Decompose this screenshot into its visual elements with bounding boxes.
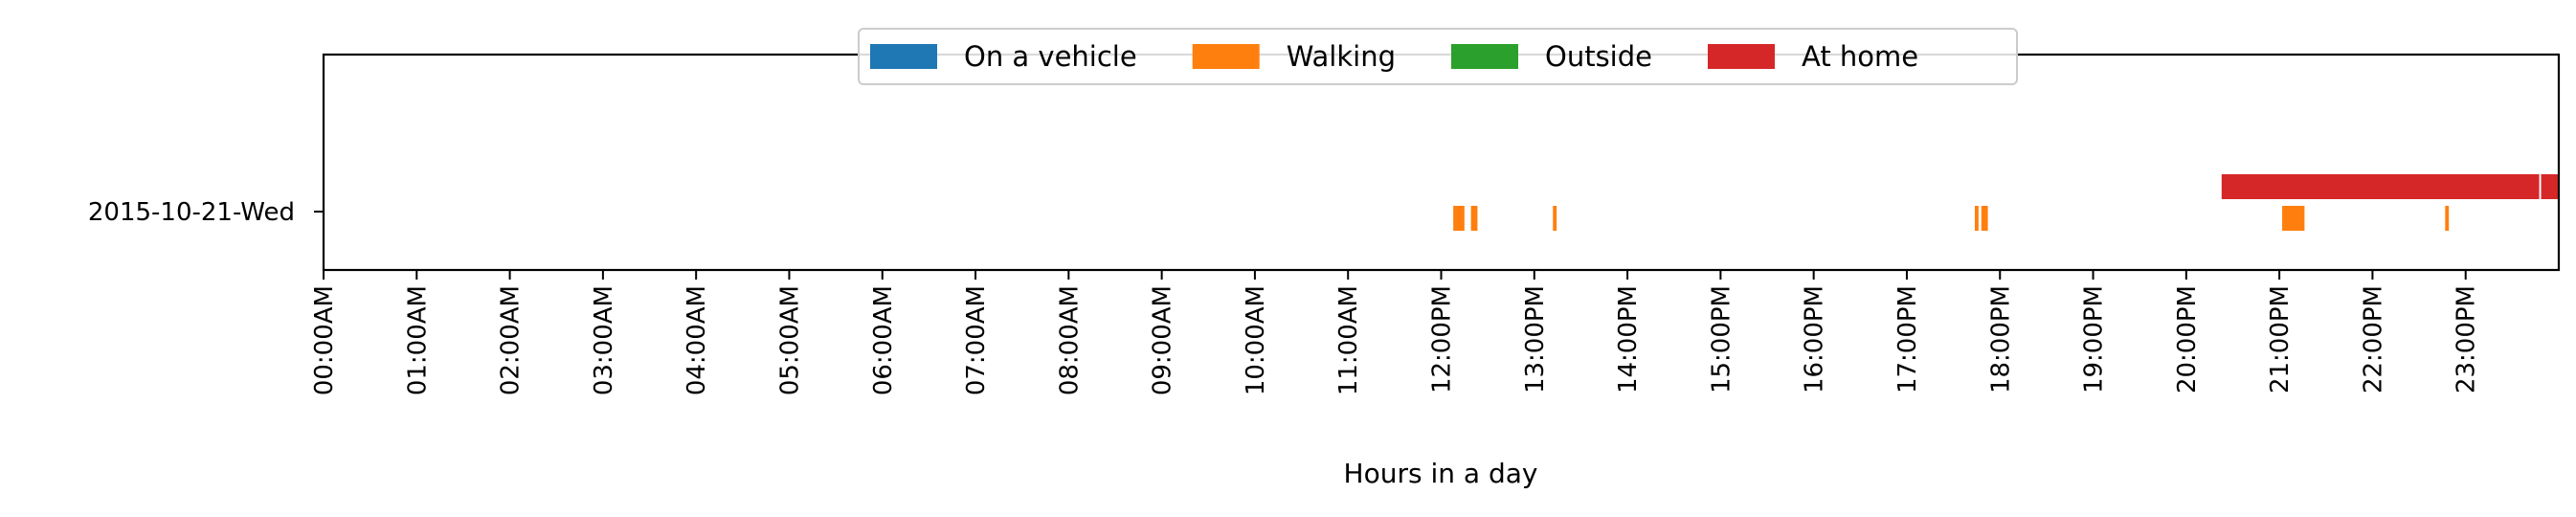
legend-swatch-0 [870,44,937,69]
interval-bar-walking-2 [1553,206,1557,231]
x-tick-label-21: 21:00PM [2266,285,2295,393]
interval-bar-walking-3 [1974,206,1979,231]
x-tick-label-14: 14:00PM [1614,285,1643,393]
legend-label-0: On a vehicle [964,40,1137,73]
x-tick-label-9: 09:00AM [1149,285,1177,395]
x-tick-label-8: 08:00AM [1055,285,1084,395]
interval-bar-at-home-1 [2541,174,2559,199]
x-tick-label-23: 23:00PM [2453,285,2481,393]
x-tick-label-12: 12:00PM [1428,285,1457,393]
interval-bar-at-home-0 [2221,174,2540,199]
x-tick-label-18: 18:00PM [1986,285,2015,393]
x-tick-label-6: 06:00AM [869,285,898,395]
x-tick-label-10: 10:00AM [1242,285,1270,395]
x-tick-label-22: 22:00PM [2359,285,2387,393]
x-tick-label-13: 13:00PM [1521,285,1550,393]
x-tick-label-7: 07:00AM [962,285,991,395]
interval-bar-walking-4 [1981,206,1988,231]
legend-label-2: Outside [1545,40,1652,73]
legend-box [858,28,2018,85]
x-tick-label-20: 20:00PM [2173,285,2202,393]
legend: On a vehicle Walking Outside At home [858,28,2018,85]
x-tick-label-0: 00:00AM [310,285,339,395]
x-tick-label-16: 16:00PM [1801,285,1829,393]
legend-label-1: Walking [1287,40,1396,73]
x-tick-label-11: 11:00AM [1334,285,1363,395]
interval-bar-walking-6 [2445,206,2450,231]
y-axis-ticks: 2015-10-21-Wed [88,198,324,227]
legend-swatch-2 [1451,44,1518,69]
x-tick-label-15: 15:00PM [1707,285,1736,393]
x-axis-ticks: 00:00AM 01:00AM 02:00AM 03:00AM 04:00AM 05:00… [310,270,2481,395]
x-tick-label-2: 02:00AM [497,285,526,395]
x-tick-label-3: 03:00AM [590,285,618,395]
interval-bar-walking-0 [1453,206,1465,231]
x-tick-label-5: 05:00AM [775,285,804,395]
legend-label-3: At home [1802,40,1918,73]
legend-swatch-1 [1192,44,1260,69]
interval-bar-walking-1 [1470,206,1478,231]
plot-frame [322,53,2561,272]
x-axis-label: Hours in a day [1344,458,1538,489]
x-tick-label-17: 17:00PM [1893,285,1922,393]
activity-marks [1453,174,2559,231]
interval-bar-walking-5 [2282,206,2305,231]
x-tick-label-4: 04:00AM [683,285,711,395]
y-tick-label-0: 2015-10-21-Wed [88,198,295,227]
legend-swatch-3 [1708,44,1775,69]
x-tick-label-1: 01:00AM [403,285,432,395]
x-tick-label-19: 19:00PM [2080,285,2109,393]
